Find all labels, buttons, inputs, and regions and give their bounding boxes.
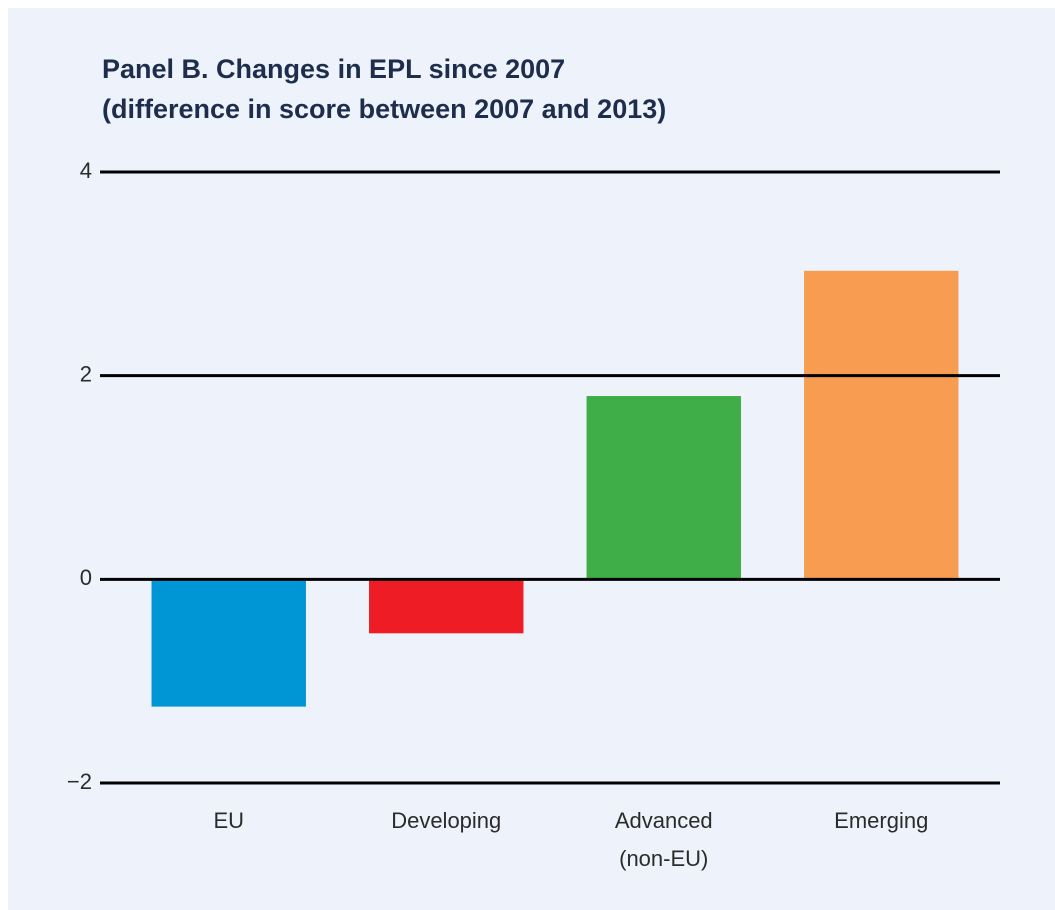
x-tick-label: Developing [391,808,501,833]
chart-title: Panel B. Changes in EPL since 2007 [102,54,565,84]
bar [369,579,524,634]
bar [586,396,741,580]
x-tick-label: EU [213,808,244,833]
x-tick-label: Advanced (non-EU) [615,808,713,871]
y-tick-label: −2 [67,769,92,794]
x-tick-label: Emerging [834,808,928,833]
y-tick-label: 2 [80,361,92,386]
chart-subtitle: (difference in score between 2007 and 20… [102,94,666,124]
bar [804,270,959,580]
y-tick-label: 4 [80,158,92,183]
y-tick-label: 0 [80,565,92,590]
bar [151,579,306,707]
